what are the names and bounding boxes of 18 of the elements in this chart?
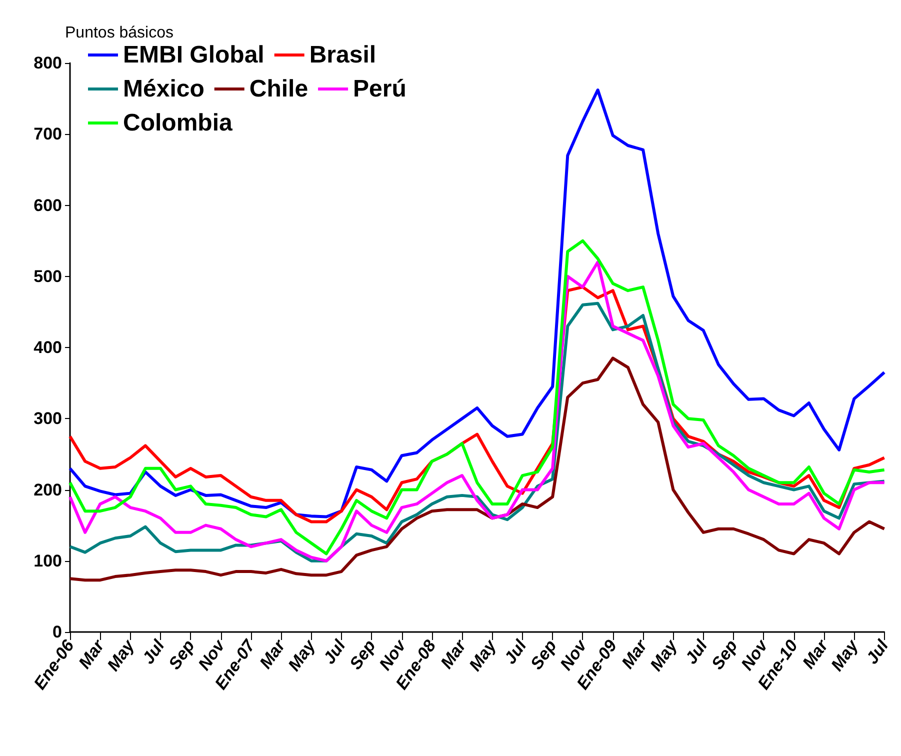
legend-label: Colombia — [123, 110, 233, 136]
legend-label: Chile — [249, 76, 308, 102]
line-series — [68, 356, 886, 582]
x-tick-label: Jul — [862, 636, 893, 668]
y-tick-label: 100 — [34, 551, 62, 570]
y-tick-label: 800 — [34, 54, 62, 72]
legend-label: Brasil — [309, 42, 376, 68]
legend-label: EMBI Global — [123, 42, 264, 68]
y-tick-label: 600 — [34, 196, 62, 215]
y-tick-label: 0 — [52, 622, 62, 642]
legend-label: México — [123, 76, 204, 102]
legend-label: Perú — [353, 76, 406, 102]
y-axis-title: Puntos básicos — [65, 24, 174, 42]
y-tick-label: 500 — [34, 266, 62, 286]
y-tick-label: 200 — [34, 480, 62, 500]
y-tick-label: 700 — [34, 124, 62, 144]
y-tick-label: 300 — [34, 409, 62, 428]
y-tick-label: 400 — [34, 338, 62, 357]
